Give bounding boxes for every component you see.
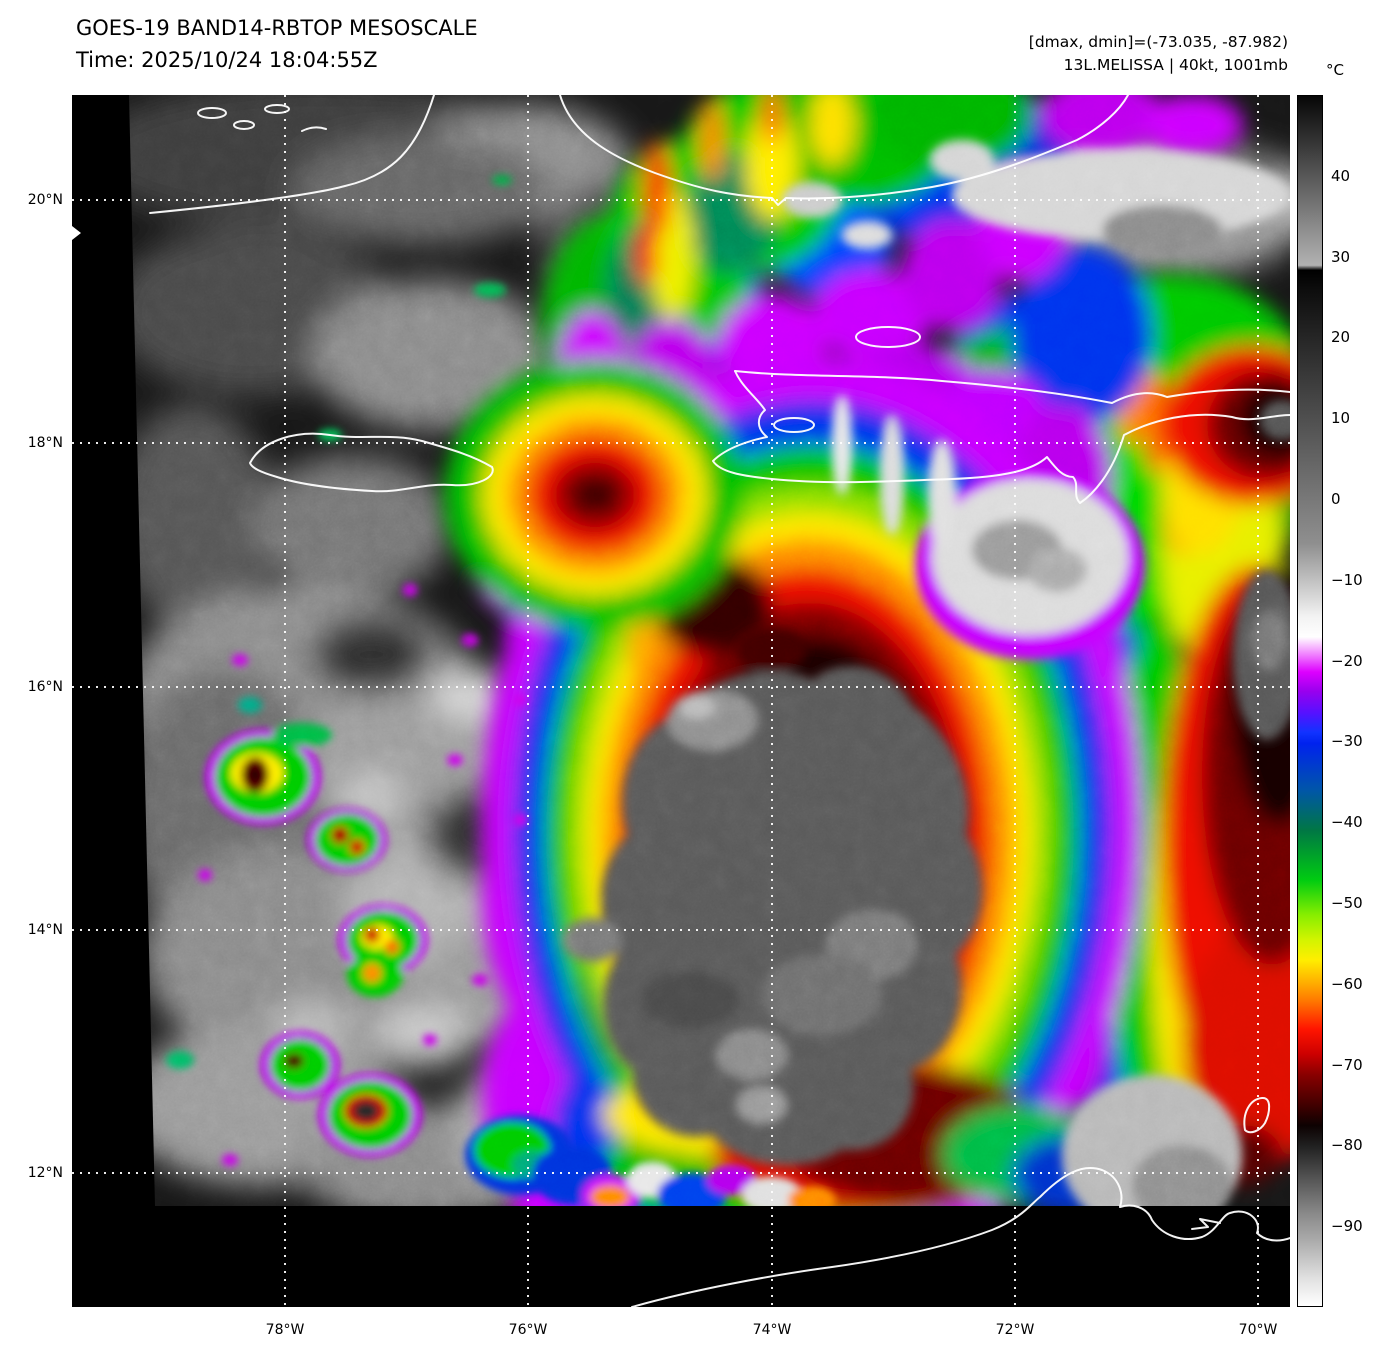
satellite-image [72,95,1290,1307]
lon-tick-label: 78°W [265,1322,305,1338]
colorbar-tick-label: −20 [1331,651,1363,670]
colorbar-tick-label: −50 [1331,894,1363,912]
lon-tick-label: 74°W [752,1322,792,1338]
colorbar-tick-label: −30 [1331,732,1363,751]
colorbar-tick-label: 40 [1331,166,1351,185]
timestamp: Time: 2025/10/24 18:04:55Z [76,48,378,72]
storm-status-readout: 13L.MELISSA | 40kt, 1001mb [1063,56,1288,74]
colorbar-tick-label: −70 [1331,1055,1363,1074]
colorbar-tick-label: −60 [1331,974,1363,993]
lat-tick-label: 16°N [27,679,63,695]
colorbar-tick-label: −90 [1331,1217,1363,1236]
coastlines [149,95,1290,1307]
satellite-map: Copyright © 2020-2025 Dapiya [72,95,1290,1307]
latlon-grid [72,95,1290,1307]
colorbar-tick-label: 10 [1331,409,1351,428]
lon-tick-label: 72°W [995,1322,1035,1338]
temperature-colorbar [1297,95,1323,1307]
lon-tick-label: 70°W [1238,1322,1278,1338]
colorbar-tick-label: 30 [1331,247,1351,266]
lat-tick-label: 18°N [27,435,63,451]
colorbar-tick-label: −10 [1331,570,1363,589]
colorbar-unit-label: °C [1326,61,1344,79]
lon-tick-label: 76°W [508,1322,548,1338]
lat-tick-label: 12°N [27,1165,63,1181]
edge-coast-fragment [72,226,81,240]
colorbar-tick-label: −40 [1331,813,1363,832]
dmax-dmin-readout: [dmax, dmin]=(-73.035, -87.982) [1028,33,1288,51]
colorbar-tick-label: 20 [1331,328,1351,347]
lat-tick-label: 14°N [27,922,63,938]
page-title: GOES-19 BAND14-RBTOP MESOSCALE [76,16,478,40]
lat-tick-label: 20°N [27,192,63,208]
colorbar-tick-label: −80 [1331,1136,1363,1155]
colorbar-tick-label: 0 [1331,490,1341,508]
